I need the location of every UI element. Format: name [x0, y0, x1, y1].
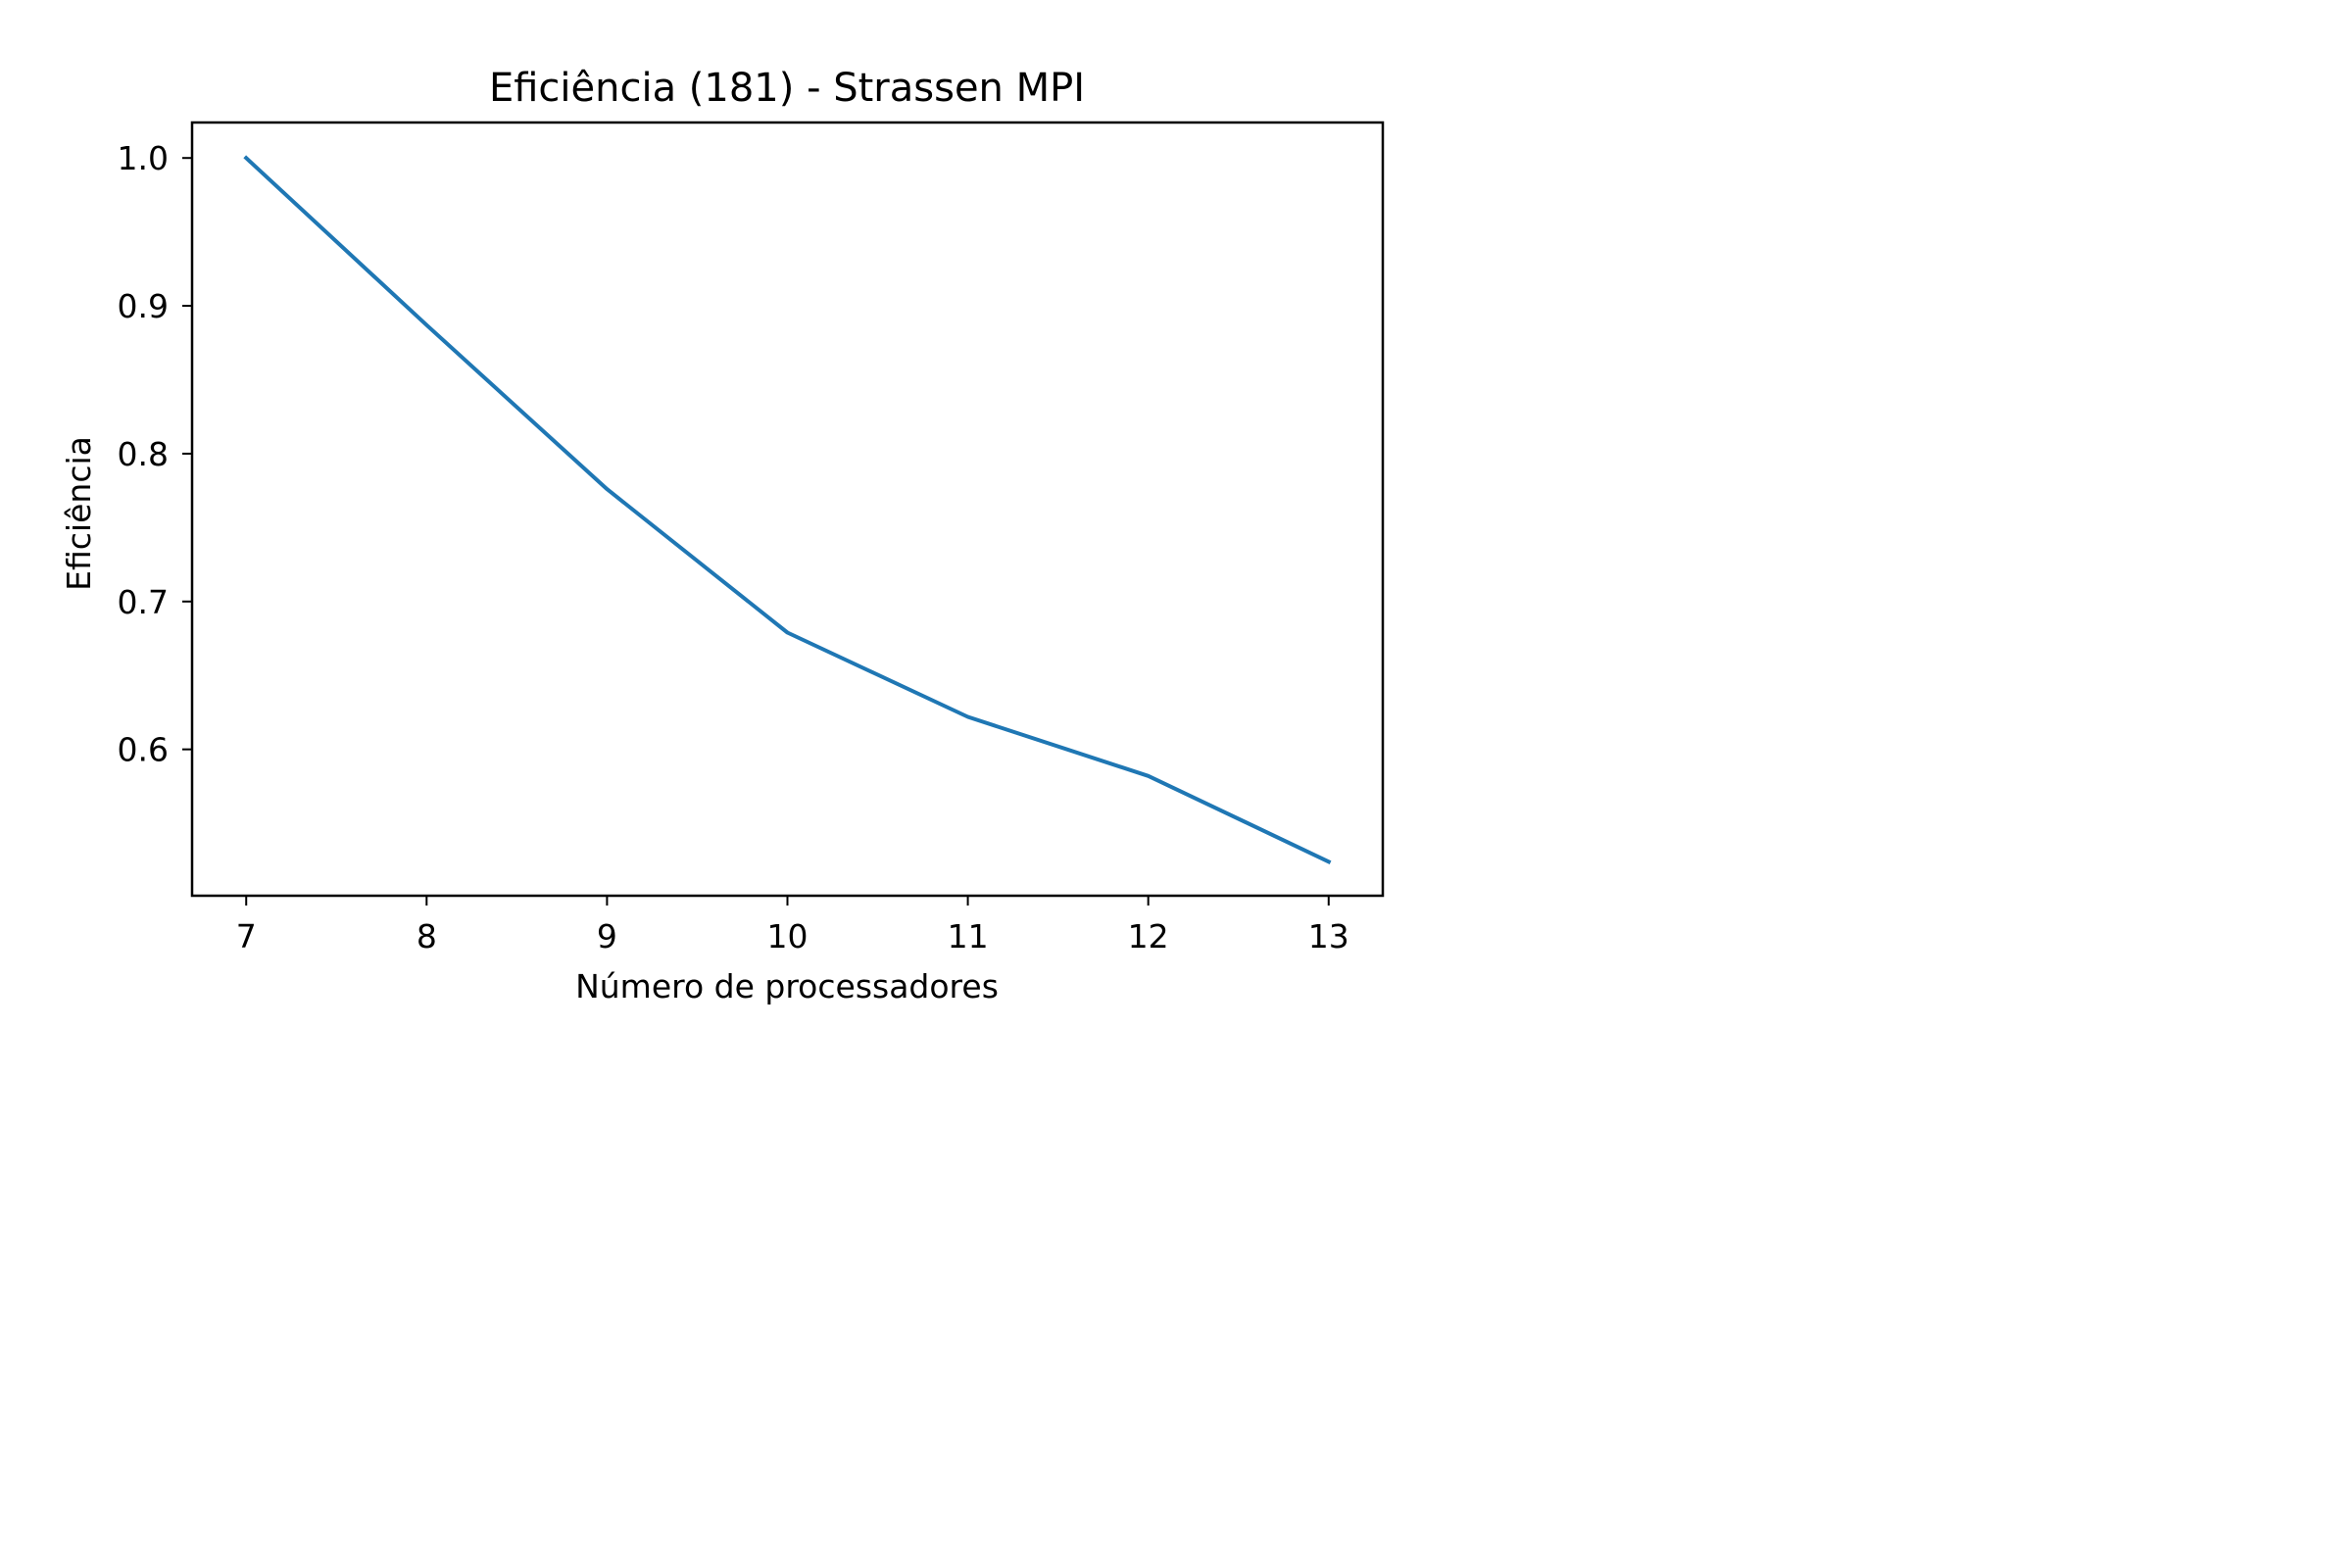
figure-background	[0, 0, 1515, 1035]
x-tick-label: 8	[416, 917, 437, 956]
chart-title: Eficiência (181) - Strassen MPI	[489, 66, 1085, 111]
x-tick-label: 7	[236, 917, 257, 956]
y-tick-label: 0.6	[118, 731, 169, 769]
y-tick-label: 0.9	[118, 287, 169, 325]
series-line	[243, 155, 1332, 864]
plot-area: 7 8 9 10 11 12 13 0.6 0.7 0.8 0.9 1.0	[118, 139, 1349, 956]
x-tick-label: 13	[1308, 917, 1349, 956]
x-axis-label: Número de processadores	[575, 967, 999, 1005]
x-tick-label: 9	[597, 917, 617, 956]
y-tick-label: 0.8	[118, 435, 169, 473]
x-tick-label: 12	[1128, 917, 1169, 956]
y-tick-label: 1.0	[118, 139, 169, 177]
chart-figure: Eficiência (181) - Strassen MPI Número d…	[0, 0, 1515, 1035]
y-axis-label: Eficiência	[60, 436, 98, 591]
y-tick-label: 0.7	[118, 583, 169, 621]
x-tick-label: 10	[767, 917, 808, 956]
x-tick-label: 11	[948, 917, 989, 956]
axes-frame	[190, 121, 1385, 898]
line-chart: Eficiência (181) - Strassen MPI Número d…	[0, 0, 1515, 1035]
